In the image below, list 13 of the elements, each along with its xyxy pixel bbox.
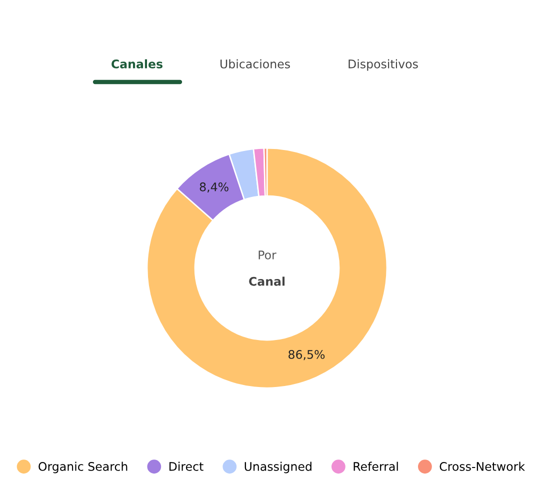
text: Por — [258, 250, 276, 260]
legend-label: Unassigned — [244, 462, 312, 474]
text: Dispositivos — [348, 59, 418, 71]
data-label: 8,4% — [200, 182, 228, 193]
legend-label: Organic Search — [38, 462, 128, 474]
donut-slice — [146, 147, 388, 389]
text: Ubicaciones — [220, 59, 290, 68]
legend-label: Cross-Network — [440, 462, 525, 471]
text: Canales — [112, 59, 162, 68]
data-label: 86,5% — [288, 350, 325, 360]
legend-label: Direct — [169, 462, 204, 471]
legend-label: Referral — [354, 462, 398, 471]
text: Canal — [249, 276, 285, 286]
